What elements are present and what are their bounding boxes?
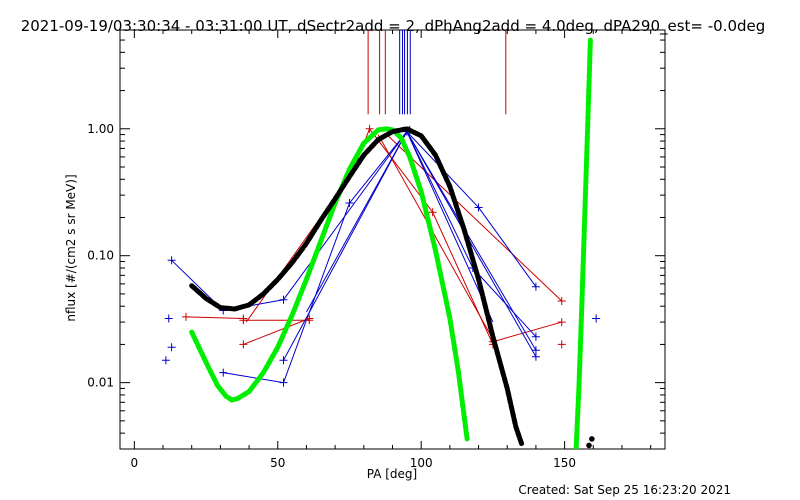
y-tick-label: 0.10 bbox=[87, 249, 114, 263]
black-fit-curve bbox=[189, 126, 525, 447]
y-tick-label: 0.01 bbox=[87, 376, 114, 390]
blue-plus-marker bbox=[279, 356, 288, 365]
chart-title: 2021-09-19/03:30:34 - 03:31:00 UT, dSect… bbox=[21, 17, 766, 36]
black-fit-point bbox=[589, 436, 595, 442]
blue-plus-marker bbox=[164, 314, 173, 323]
x-axis: 0 50 100 150 bbox=[131, 30, 652, 470]
red-plus-marker bbox=[365, 124, 374, 133]
x-tick-label: 50 bbox=[270, 456, 285, 470]
y-axis: 0.01 0.10 1.00 bbox=[87, 29, 665, 450]
x-axis-label: PA [deg] bbox=[367, 467, 417, 481]
blue-plus-marker bbox=[531, 282, 540, 291]
blue-path-segment bbox=[406, 131, 494, 323]
red-plus-marker bbox=[428, 208, 437, 217]
blue-path-segment bbox=[406, 131, 537, 357]
blue-plus-marker bbox=[279, 295, 288, 304]
green-fit-curve bbox=[573, 37, 593, 449]
blue-path-segment bbox=[283, 202, 350, 383]
blue-path-segment bbox=[223, 372, 284, 384]
data-marks bbox=[161, 30, 601, 449]
created-timestamp: Created: Sat Sep 25 16:23:20 2021 bbox=[518, 483, 731, 497]
blue-path-segment bbox=[349, 131, 408, 204]
blue-plus-marker bbox=[345, 199, 354, 208]
blue-path-segment bbox=[406, 131, 537, 351]
red-plus-marker bbox=[557, 296, 566, 305]
green-fit-curve bbox=[189, 126, 470, 442]
blue-plus-marker bbox=[167, 256, 176, 265]
blue-plus-marker bbox=[592, 314, 601, 323]
black-fit-point bbox=[586, 442, 592, 449]
blue-plus-marker bbox=[161, 356, 170, 365]
red-plus-marker bbox=[557, 340, 566, 349]
blue-path-segment bbox=[306, 131, 408, 313]
blue-plus-marker bbox=[474, 203, 483, 212]
blue-path-segment bbox=[283, 131, 408, 361]
red-path-segment bbox=[377, 134, 494, 340]
blue-path-segment bbox=[478, 207, 537, 287]
blue-plus-marker bbox=[167, 343, 176, 352]
red-path-segment bbox=[492, 321, 562, 343]
blue-plus-marker bbox=[279, 378, 288, 387]
red-plus-marker bbox=[239, 340, 248, 349]
red-path-segment bbox=[243, 318, 310, 345]
red-plus-marker bbox=[557, 318, 566, 327]
red-path-segment bbox=[386, 134, 563, 302]
blue-plus-marker bbox=[219, 368, 228, 377]
y-tick-label: 1.00 bbox=[87, 122, 114, 136]
blue-plus-marker bbox=[531, 332, 540, 341]
x-tick-label: 0 bbox=[131, 456, 139, 470]
red-plus-marker bbox=[305, 314, 314, 323]
red-path-segment bbox=[185, 316, 244, 320]
y-axis-label: nflux [#/(cm2 s sr MeV)] bbox=[64, 174, 78, 321]
red-plus-marker bbox=[239, 316, 248, 325]
blue-path-segment bbox=[406, 131, 474, 269]
red-plus-marker bbox=[181, 312, 190, 321]
red-path-segment bbox=[432, 212, 494, 345]
blue-plus-marker bbox=[531, 346, 540, 355]
x-tick-label: 150 bbox=[553, 456, 576, 470]
x-tick-label: 100 bbox=[410, 456, 433, 470]
